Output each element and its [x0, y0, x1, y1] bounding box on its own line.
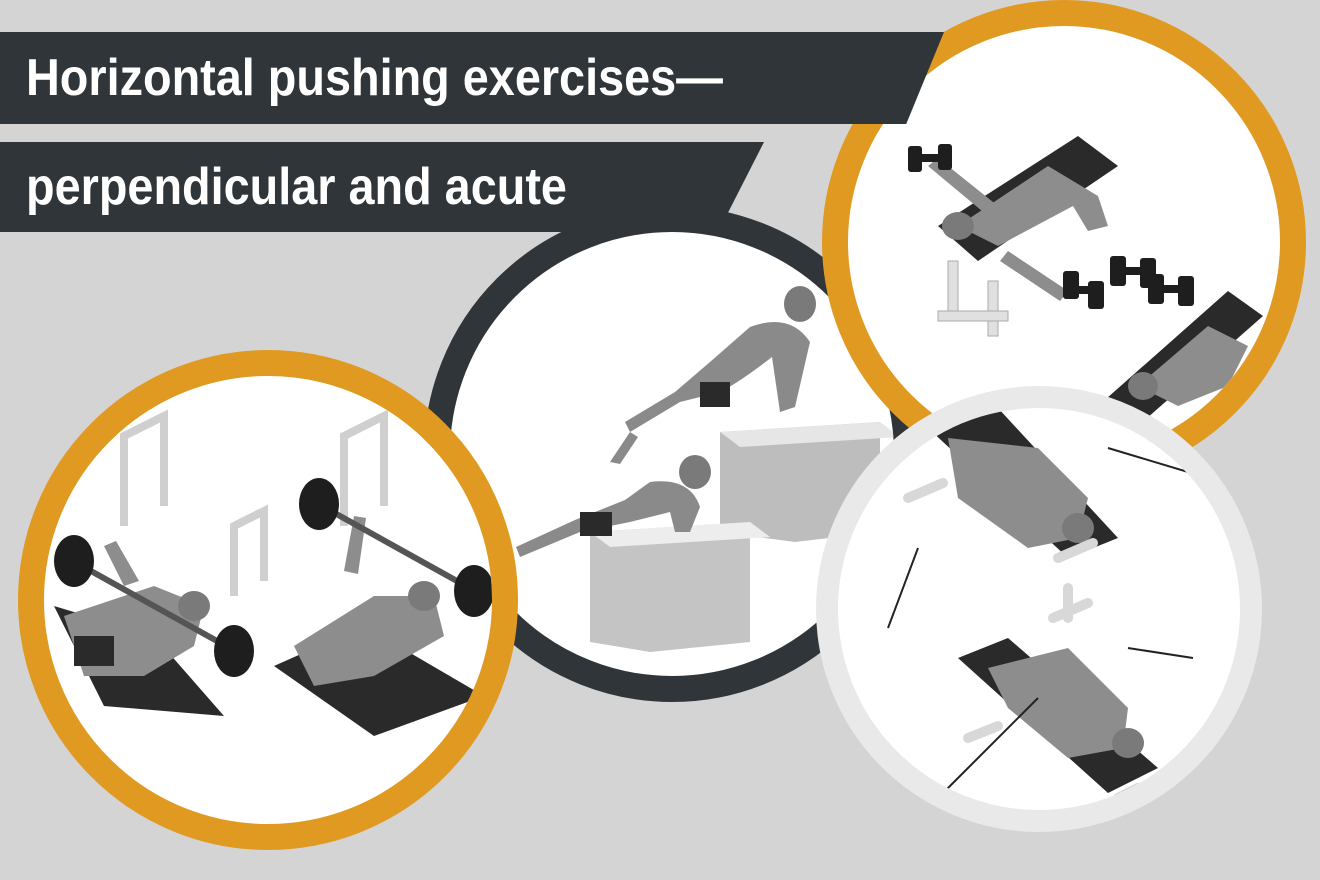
title-line1: Horizontal pushing exercises—	[26, 49, 723, 107]
push-up-figure-lower	[516, 455, 711, 557]
low-box	[590, 522, 750, 652]
dumbbell-icon	[908, 144, 1104, 309]
title-banner-line2: perpendicular and acute	[0, 142, 764, 232]
barbell-bench-press-circle	[18, 350, 518, 850]
title-banner-line1: Horizontal pushing exercises—	[0, 32, 944, 124]
cable-fly-illustration	[887, 408, 1209, 809]
cable-fly-circle	[816, 386, 1262, 832]
push-up-figure-upper	[610, 286, 816, 464]
cable-line	[1107, 447, 1209, 479]
barbell-bench-press-illustration	[54, 409, 492, 736]
title-line2: perpendicular and acute	[26, 158, 567, 216]
dumbbell-fly-illustration	[908, 136, 1263, 426]
barbell-icon	[54, 478, 492, 677]
bench-rack	[120, 409, 388, 596]
